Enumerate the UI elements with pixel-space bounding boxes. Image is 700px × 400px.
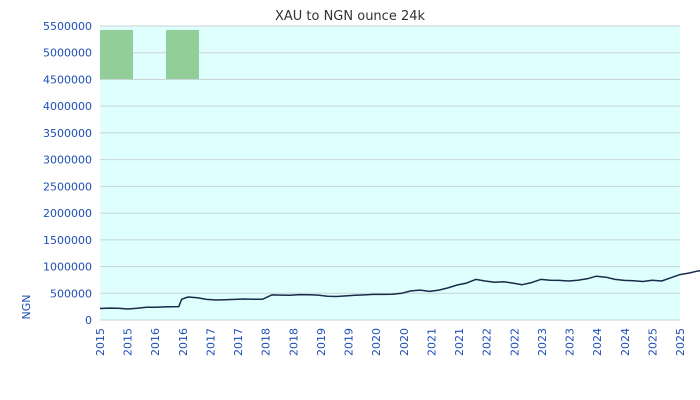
x-tick-label: 2018 (287, 328, 300, 356)
x-tick-label: 2021 (453, 328, 466, 356)
x-tick-label: 2024 (591, 328, 604, 356)
x-tick-label: 2021 (425, 328, 438, 356)
x-tick-label: 2022 (481, 328, 494, 356)
x-axis-ticks: 2015 2015 2016 2016 2017 2017 2018 2018 2019 2019… (94, 328, 687, 356)
x-tick-label: 2024 (619, 328, 632, 356)
x-tick-label: 2025 (674, 328, 687, 356)
y-tick-label: 4500000 (43, 73, 92, 86)
x-tick-label: 2017 (232, 328, 245, 356)
legend-swatch (100, 30, 133, 79)
y-tick-label: 5000000 (43, 47, 92, 60)
x-tick-label: 2023 (536, 328, 549, 356)
y-axis-title: NGN (20, 295, 33, 320)
series-layer (99, 270, 700, 310)
x-tick-label: 2025 (646, 328, 659, 356)
legend-swatch (166, 30, 199, 79)
x-tick-label: 2023 (564, 328, 577, 356)
legend-swatches (100, 30, 199, 79)
y-tick-label: 2500000 (43, 180, 92, 193)
x-tick-label: 2016 (149, 328, 162, 356)
y-tick-label: 0 (85, 314, 92, 327)
x-tick-label: 2017 (204, 328, 217, 356)
x-tick-label: 2018 (260, 328, 273, 356)
y-tick-label: 3000000 (43, 154, 92, 167)
y-tick-label: 1500000 (43, 234, 92, 247)
y-tick-label: 4000000 (43, 100, 92, 113)
x-tick-label: 2020 (398, 328, 411, 356)
x-tick-label: 2015 (122, 328, 135, 356)
x-tick-label: 2016 (177, 328, 190, 356)
chart-title: XAU to NGN ounce 24k (275, 9, 426, 24)
y-tick-label: 2000000 (43, 207, 92, 220)
x-tick-label: 2015 (94, 328, 107, 356)
grid-lines (100, 25, 680, 321)
x-tick-label: 2019 (315, 328, 328, 356)
y-tick-label: 1000000 (43, 261, 92, 274)
series-line (99, 270, 700, 310)
x-tick-label: 2022 (508, 328, 521, 356)
y-axis-ticks: 0 500000 1000000 1500000 2000000 2500000 30000… (43, 20, 92, 327)
y-tick-label: 500000 (50, 287, 92, 300)
x-tick-label: 2019 (343, 328, 356, 356)
x-tick-label: 2020 (370, 328, 383, 356)
y-tick-label: 5500000 (43, 20, 92, 33)
y-tick-label: 3500000 (43, 127, 92, 140)
